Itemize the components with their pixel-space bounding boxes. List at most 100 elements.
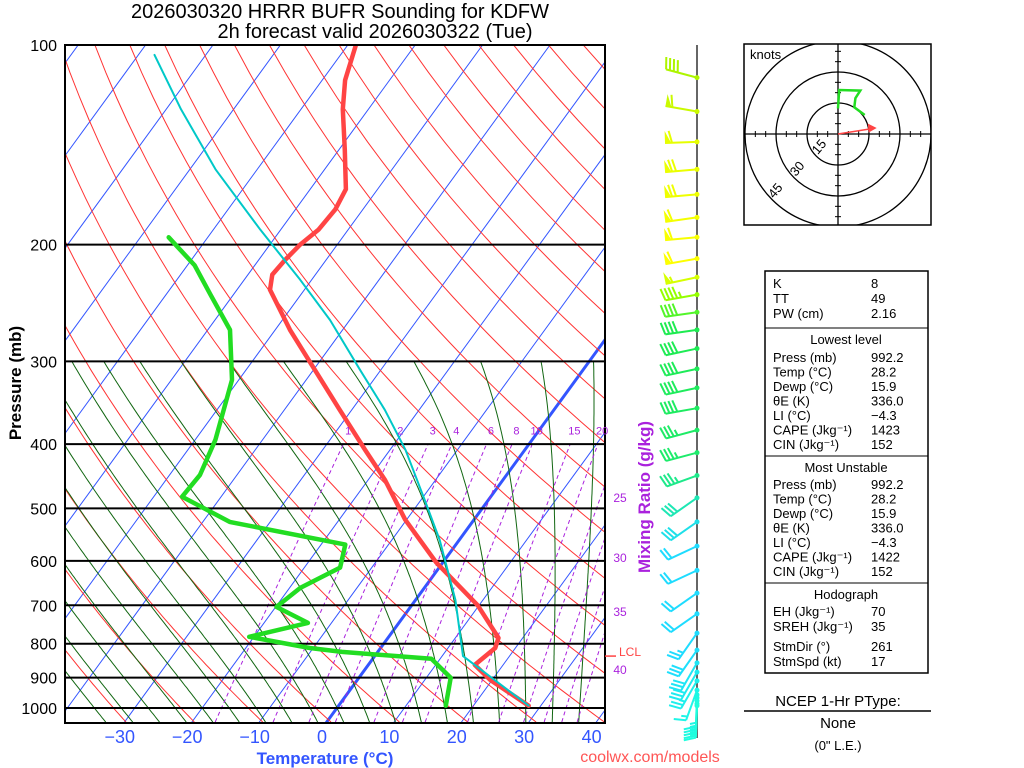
dry-adiabat	[478, 45, 605, 191]
moist-adiabat	[345, 361, 474, 723]
stat-value: 1423	[871, 423, 900, 438]
y-tick-label: 100	[30, 38, 57, 55]
stat-value: 992.2	[871, 477, 904, 492]
mixing-ratio-line	[272, 443, 397, 723]
stat-label: Temp (°C)	[773, 492, 832, 507]
stat-label: Temp (°C)	[773, 365, 832, 380]
parcel-line	[153, 53, 530, 707]
mixing-ratio-label: 15	[568, 425, 580, 437]
wind-barb	[664, 227, 700, 242]
stat-value: −4.3	[871, 408, 897, 423]
stat-label: LI (°C)	[773, 535, 811, 550]
plot-frame	[64, 44, 606, 724]
dry-adiabat	[513, 45, 605, 150]
wind-barb	[664, 130, 700, 145]
temperature-line	[267, 45, 531, 708]
stat-value: 336.0	[871, 521, 904, 536]
moist-adiabat	[227, 361, 422, 723]
dry-adiabat	[199, 45, 605, 533]
stat-value: 992.2	[871, 350, 904, 365]
stat-value: 152	[871, 437, 893, 452]
x-axis-title: Temperature (°C)	[257, 749, 394, 768]
title-line-2: 2h forecast valid 2026030322 (Tue)	[217, 21, 532, 43]
wind-barb	[668, 660, 700, 692]
isotherm	[65, 45, 349, 435]
wind-barb	[665, 94, 700, 115]
mixing-ratio-side-label: 30	[613, 551, 627, 565]
moist-adiabat	[65, 599, 160, 723]
stat-value: 28.2	[871, 492, 896, 507]
y-tick-label: 900	[30, 671, 57, 688]
mixing-ratio-line	[467, 444, 571, 723]
wind-barb	[666, 647, 700, 678]
hodograph-ring-label: 45	[765, 180, 786, 201]
wind-barb	[660, 519, 700, 542]
isotherm	[65, 45, 281, 342]
y-tick-label: 200	[30, 238, 57, 255]
stat-value: 17	[871, 654, 885, 669]
x-tick-label: 10	[379, 727, 399, 747]
stats-table: K 8 TT 49 PW (cm) 2.16 Lowest level Press (mb) 9…	[764, 270, 929, 674]
mixing-ratio-label: 6	[488, 425, 494, 437]
mixing-ratio-side-label: 35	[613, 605, 627, 619]
moist-adiabat	[65, 635, 134, 723]
y-tick-label: 300	[30, 354, 57, 371]
mixing-ratio-label: 8	[513, 425, 519, 437]
mixing-ratio-line	[543, 536, 605, 723]
moist-adiabat	[65, 398, 293, 723]
stat-label: Dewp (°C)	[773, 379, 833, 394]
ptype-panel: NCEP 1-Hr PType: None (0" L.E.)	[744, 693, 931, 753]
stat-label: Press (mb)	[773, 350, 837, 365]
dry-adiabat	[303, 45, 605, 400]
wind-barb	[659, 380, 700, 396]
moist-adiabat	[65, 444, 266, 723]
moist-adiabat	[480, 361, 527, 722]
stat-value: 2.16	[871, 306, 896, 321]
mixing-ratio-line	[498, 444, 599, 723]
section-heading: Hodograph	[814, 587, 878, 602]
x-tick-label: 0	[317, 727, 327, 747]
dry-adiabat	[268, 45, 605, 444]
wind-barb	[659, 567, 700, 585]
stat-label: StmSpd (kt)	[773, 654, 842, 669]
y-tick-label: 1000	[21, 701, 57, 718]
hodograph-ring-label: 30	[787, 158, 808, 179]
moist-adiabat	[65, 526, 214, 723]
wind-barb	[659, 447, 700, 462]
ptype-value: None	[820, 715, 856, 732]
wind-barb	[659, 399, 700, 415]
dry-adiabat	[164, 45, 605, 580]
isotherm	[65, 45, 416, 527]
mixing-ratio-label: 1	[345, 425, 351, 437]
y-tick-label: 600	[30, 554, 57, 571]
dry-adiabat	[94, 45, 605, 674]
wind-barb	[659, 320, 700, 336]
wind-barb	[660, 495, 700, 518]
isotherm	[65, 45, 214, 250]
isotherm	[65, 45, 551, 713]
stat-value: 336.0	[871, 394, 904, 409]
isotherm	[190, 153, 605, 723]
stat-value: 28.2	[871, 365, 896, 380]
stat-label: PW (cm)	[773, 306, 824, 321]
skewt-background-lines	[65, 45, 605, 723]
hodograph-frame	[743, 43, 932, 226]
dry-adiabat	[65, 239, 469, 723]
wind-barb	[660, 611, 700, 633]
stat-value: −4.3	[871, 535, 897, 550]
stat-label: θE (K)	[773, 521, 810, 536]
stat-label: EH (Jkg⁻¹)	[773, 604, 835, 619]
stat-value: 15.9	[871, 506, 896, 521]
storm-motion-vector	[837, 127, 873, 135]
stat-value: 8	[871, 276, 878, 291]
y-tick-label: 700	[30, 598, 57, 615]
hodograph-ring-label: 15	[809, 136, 830, 157]
section-heading: Most Unstable	[804, 460, 887, 475]
stat-label: K	[773, 276, 782, 291]
stat-label: CIN (Jkg⁻¹)	[773, 437, 839, 452]
dry-adiabat	[65, 568, 195, 723]
watermark-link[interactable]: coolwx.com/models	[580, 749, 720, 766]
stat-label: CIN (Jkg⁻¹)	[773, 564, 839, 579]
